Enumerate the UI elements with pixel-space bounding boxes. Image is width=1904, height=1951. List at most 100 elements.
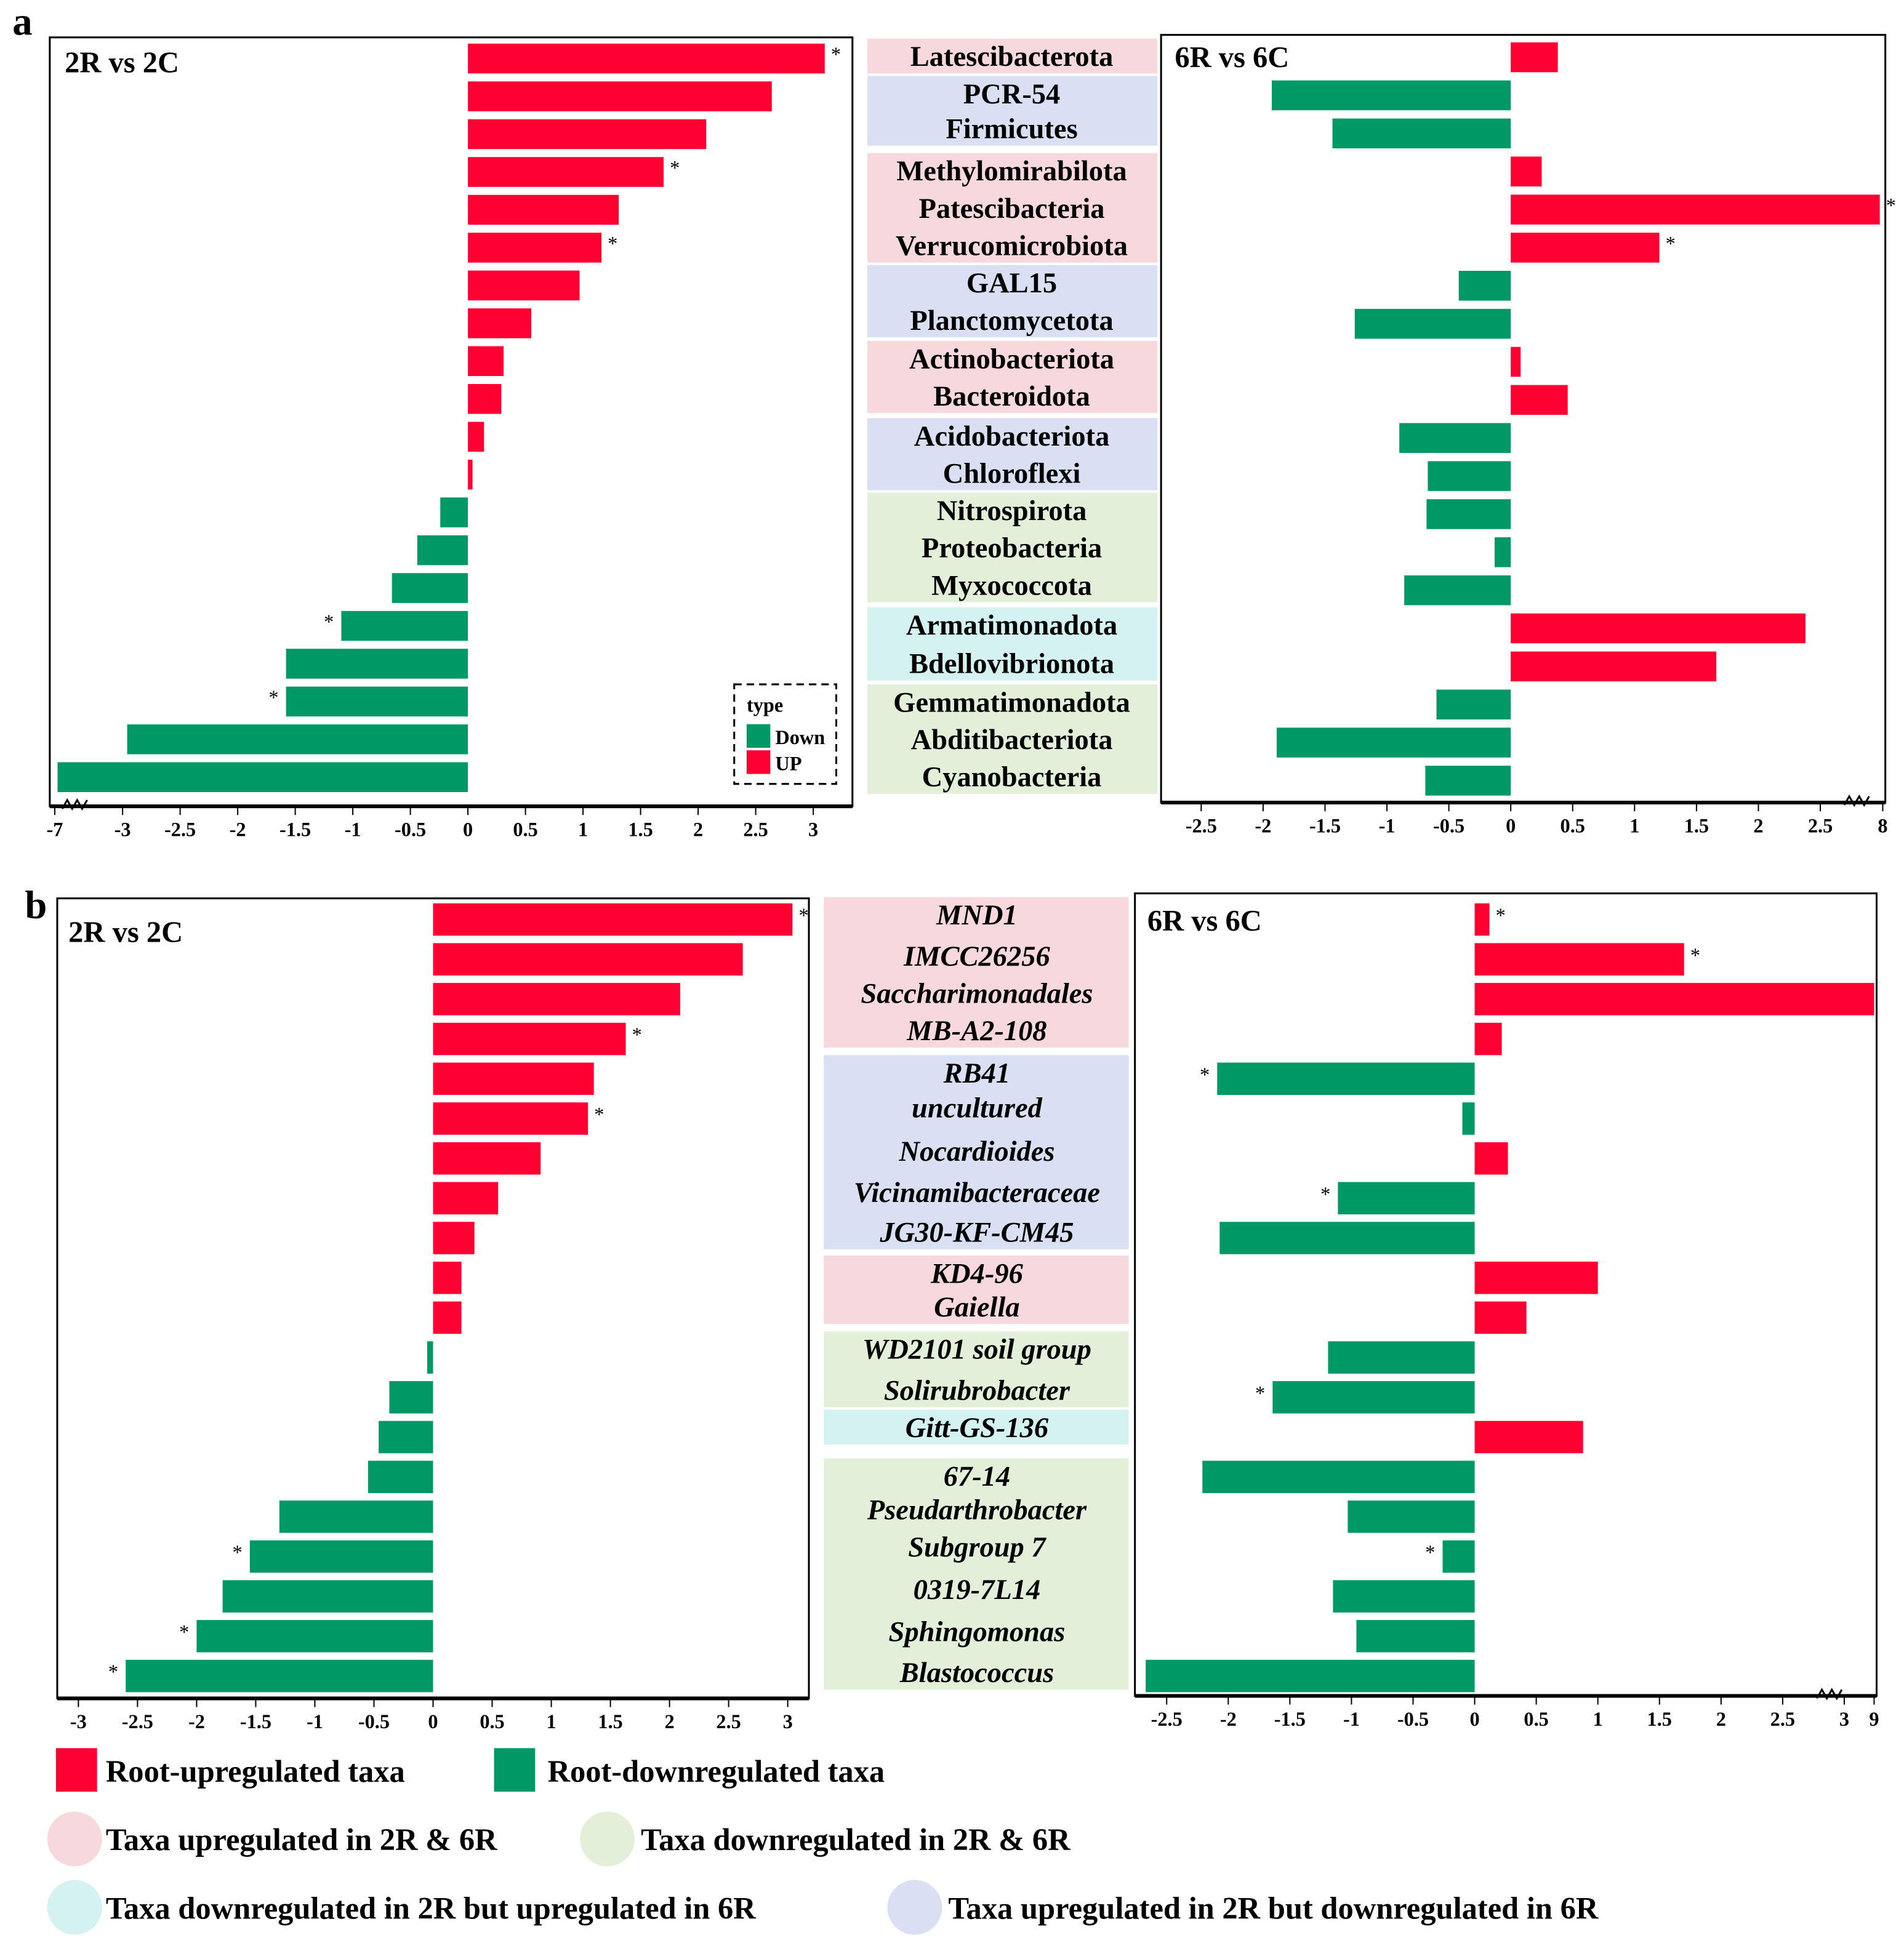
bar [468,459,473,490]
x-tick-label: -3 [70,1710,87,1733]
bar [1442,1540,1475,1573]
bar [1511,42,1558,73]
taxa-group-band [824,897,1129,1048]
taxon-label: Methylomirabilota [896,156,1127,187]
taxon-label: Patescibacteria [919,193,1105,225]
taxa-group-band [867,492,1158,603]
taxon-label: WD2101 soil group [862,1334,1091,1366]
bar [468,81,772,111]
panel-title: 6R vs 6C [1147,905,1262,937]
bar [1495,537,1511,567]
bar [1474,1142,1508,1175]
x-tick-label: 2.5 [1770,1708,1795,1730]
bar [1425,766,1511,796]
taxon-label: IMCC26256 [903,941,1050,972]
significance-star: * [831,43,841,65]
bar [468,119,707,150]
x-tick-label: -0.5 [1433,815,1464,837]
taxa-group-band [867,153,1158,263]
taxa-group-band [867,38,1158,74]
x-tick-label: -2 [230,819,246,841]
x-tick-label: 2.5 [716,1710,741,1733]
x-tick-label: 1 [1593,1708,1603,1730]
panel-label-b: b [25,883,47,927]
bar [440,497,468,527]
taxon-label: RB41 [943,1058,1010,1089]
x-tick-label: -1.5 [1274,1708,1306,1730]
bar [1348,1500,1475,1533]
taxon-label: Actinobacteriota [909,343,1114,375]
x-tick-label: -2.5 [122,1710,153,1733]
significance-star: * [1690,944,1700,966]
taxon-label: PCR-54 [963,79,1061,110]
bar [1458,270,1511,301]
bar [1474,903,1490,936]
bar [57,762,468,793]
x-tick-label: 2 [1716,1708,1726,1730]
bar [126,1659,433,1693]
taxa-group-band [824,1055,1129,1249]
taxon-label: Pseudarthrobacter [867,1494,1087,1526]
bar [196,1620,433,1653]
taxon-label: JG30-KF-CM45 [879,1217,1074,1249]
legend-down2-up6: Taxa downregulated in 2R but upregulated… [106,1891,756,1925]
taxon-label: Armatimonadota [906,610,1117,641]
type-legend: type Down UP [733,683,838,785]
bar [1474,1420,1583,1454]
bar [433,1301,462,1334]
x-tick-label: 0 [428,1710,438,1733]
bar [1328,1341,1475,1374]
bar [433,1222,475,1254]
x-tick-label: 8 [1878,815,1887,837]
bar [1474,943,1684,976]
bar [1272,1381,1475,1414]
significance-star: * [594,1104,604,1126]
taxon-label: Subgroup 7 [908,1532,1046,1563]
taxon-label: Myxococcota [931,570,1092,601]
legend-both-down: Taxa downregulated in 2R & 6R [641,1822,1070,1857]
taxa-group-band [867,341,1158,414]
bar-panel-b-left: 2R vs 2C * * * * * * -3 -2.5 -2 -1.5 -1 -0.5 0 0.5 1 1.5… [56,897,810,1733]
taxon-label: Gitt-GS-136 [906,1412,1049,1444]
x-tick-label: 1.5 [1684,815,1709,837]
taxa-labels-taxa_b: MND1 IMCC26256 Saccharimonadales MB-A2-108 R… [824,897,1129,1690]
x-tick-label: -1.5 [279,819,311,841]
taxon-label: 0319-7L14 [914,1574,1041,1606]
bar [389,1381,433,1414]
bar [1474,1261,1598,1294]
taxon-label: Blastococcus [899,1657,1054,1689]
bar [1474,1301,1527,1334]
legend-both-up: Taxa upregulated in 2R & 6R [106,1822,497,1857]
bar [392,573,468,603]
bar [1354,308,1511,339]
bar [1219,1222,1475,1254]
x-tick-label: 0.5 [1561,815,1585,837]
bar [1338,1182,1475,1215]
x-tick-label: 1.5 [598,1710,622,1733]
taxa-group-band [867,76,1158,146]
taxa-group-band [824,1331,1129,1408]
bar [249,1540,433,1573]
legend-label-up: UP [775,752,801,774]
x-tick-label: 3 [783,1710,793,1733]
significance-star: * [632,1024,642,1046]
x-tick-label: 2 [693,819,703,841]
x-tick-label: 2 [665,1710,675,1733]
bar [468,270,580,301]
bar [468,157,664,187]
bar [468,308,531,339]
bar [1277,727,1511,758]
legend-circle-both-down [580,1811,635,1867]
bar [1511,385,1568,415]
bar [1202,1460,1475,1493]
bar [1511,194,1880,225]
significance-star: * [324,611,334,633]
significance-star: * [1320,1183,1330,1205]
bar [1356,1620,1475,1653]
bar [1271,80,1511,111]
bar [1399,423,1511,453]
bar [468,43,825,74]
bar [468,233,602,263]
x-tick-label: -3 [114,819,131,841]
bar [433,1022,626,1056]
